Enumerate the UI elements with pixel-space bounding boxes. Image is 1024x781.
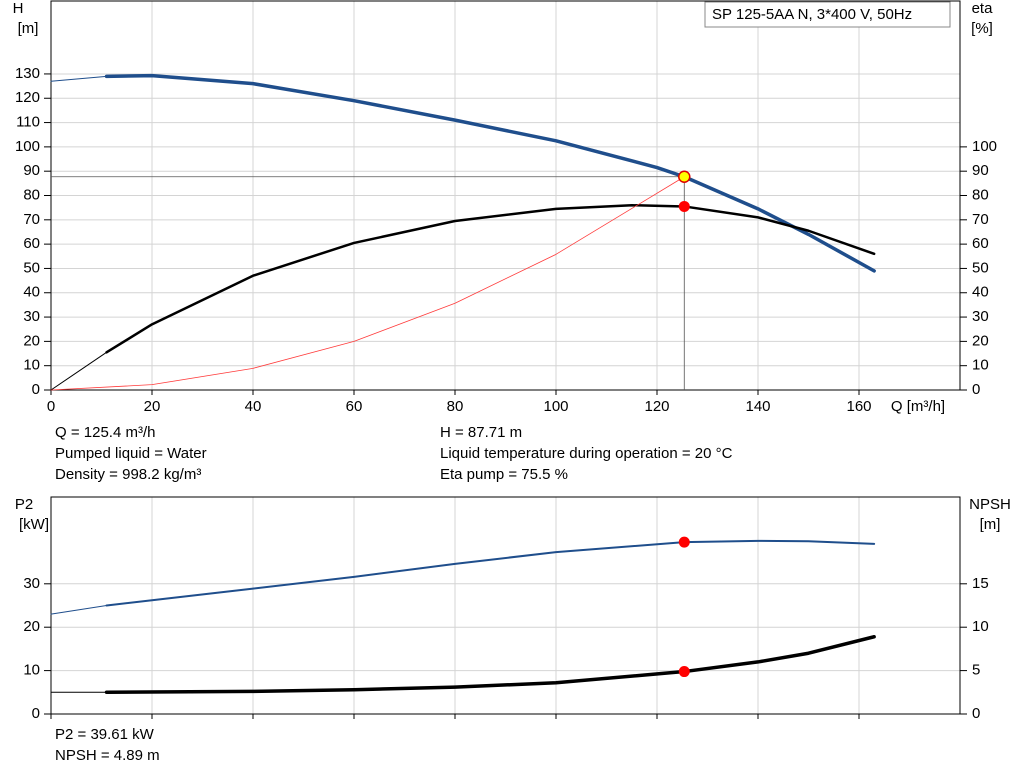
y-tick-label: 30 [23,308,40,325]
y2-axis-label: [m] [980,516,1001,533]
y2-axis-label: NPSH [969,496,1011,513]
y-tick-label: 130 [15,65,40,82]
y-tick-label: 50 [23,259,40,276]
y2-tick-label: 5 [972,662,980,679]
curve [50,176,685,391]
y2-tick-label: 90 [972,162,989,179]
x-tick-label: 160 [846,398,871,415]
y2-axis-label: eta [972,0,994,17]
annotation: Pumped liquid = Water [55,445,207,462]
x-tick-label: 120 [644,398,669,415]
y2-tick-label: 15 [972,575,989,592]
y2-tick-label: 10 [972,357,989,374]
y2-tick-label: 10 [972,618,989,635]
y-axis-label: [m] [18,20,39,37]
plot-frame [50,0,961,391]
x-axis-label: Q [m³/h] [891,398,945,415]
annotation: Liquid temperature during operation = 20… [440,445,733,462]
x-tick-label: 140 [745,398,770,415]
y-tick-label: 10 [23,662,40,679]
annotation: P2 = 39.61 kW [55,726,155,743]
y-tick-label: 90 [23,162,40,179]
y2-tick-label: 0 [972,381,980,398]
x-tick-label: 100 [543,398,568,415]
y-tick-label: 10 [23,357,40,374]
curve [104,73,876,273]
y-axis-label: [kW] [19,516,49,533]
y-tick-label: 70 [23,211,40,228]
y2-tick-label: 80 [972,186,989,203]
y2-tick-label: 40 [972,284,989,301]
y-tick-label: 120 [15,89,40,106]
y2-tick-label: 60 [972,235,989,252]
curve [104,634,876,695]
x-tick-label: 40 [245,398,262,415]
curve [50,605,108,615]
annotation: Density = 998.2 kg/m³ [55,466,201,483]
plot-frame [50,496,961,715]
y-tick-label: 20 [23,618,40,635]
curve [50,75,108,82]
y-tick-label: 0 [32,381,40,398]
x-tick-label: 80 [447,398,464,415]
annotation: H = 87.71 m [440,424,522,441]
annotation: Q = 125.4 m³/h [55,424,155,441]
y2-tick-label: 0 [972,705,980,722]
y2-tick-label: 20 [972,332,989,349]
title-box [704,1,951,28]
duty-point [678,536,690,548]
y-tick-label: 20 [23,332,40,349]
y-axis-label: H [13,0,24,17]
y-tick-label: 40 [23,284,40,301]
y-tick-label: 0 [32,705,40,722]
duty-point [678,666,690,678]
y2-tick-label: 30 [972,308,989,325]
y-tick-label: 80 [23,186,40,203]
duty-point [678,170,691,184]
x-tick-label: 60 [346,398,363,415]
x-tick-label: 0 [47,398,55,415]
y-tick-label: 110 [16,114,40,131]
chart-title: SP 125-5AA N, 3*400 V, 50Hz [712,6,912,23]
y2-tick-label: 50 [972,259,989,276]
y-tick-label: 60 [23,235,40,252]
annotation: NPSH = 4.89 m [55,747,160,764]
duty-point [678,200,690,212]
y-tick-label: 30 [23,575,40,592]
y2-tick-label: 70 [972,211,989,228]
curve [50,351,108,391]
y-tick-label: 100 [15,138,40,155]
x-tick-label: 20 [144,398,161,415]
y2-axis-label: [%] [971,20,993,37]
curve [105,539,876,607]
curve [105,203,876,354]
y-axis-label: P2 [15,496,33,513]
y2-tick-label: 100 [972,138,997,155]
annotation: Eta pump = 75.5 % [440,466,568,483]
